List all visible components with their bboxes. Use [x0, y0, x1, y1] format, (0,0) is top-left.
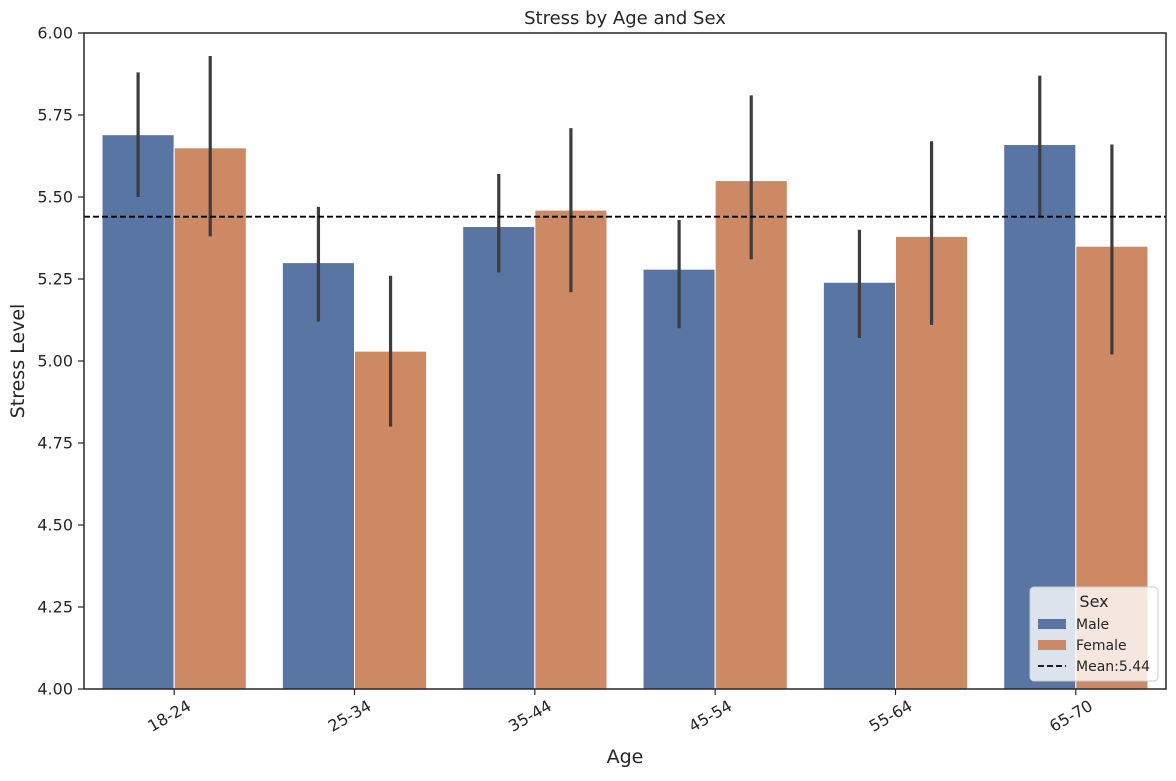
legend-label-female: Female [1076, 638, 1127, 654]
bar-female-18-24 [173, 147, 247, 690]
legend-title: Sex [1079, 592, 1108, 611]
y-tick-label: 5.50 [37, 188, 73, 207]
legend-swatch-male [1038, 619, 1066, 629]
legend-label-male: Male [1076, 617, 1109, 633]
legend-label-mean: Mean:5.44 [1076, 659, 1150, 675]
x-tick-label: 55-64 [866, 696, 916, 736]
x-axis-label: Age [607, 746, 644, 768]
y-tick-label: 4.00 [37, 680, 73, 699]
legend-swatch-female [1038, 640, 1066, 650]
bar-male-45-54 [642, 268, 716, 690]
x-tick-label: 65-70 [1046, 696, 1096, 736]
bar-male-18-24 [101, 134, 175, 690]
y-tick-label: 4.75 [37, 434, 73, 453]
legend: Sex Male Female Mean:5.44 [1029, 586, 1159, 682]
y-tick-label: 5.75 [37, 106, 73, 125]
y-tick-label: 5.25 [37, 270, 73, 289]
y-tick-label: 6.00 [37, 24, 73, 43]
bar-male-25-34 [281, 262, 355, 690]
plot-area: 4.00 4.25 4.50 4.75 5.00 5.25 5.50 5.75 6.00 18-2… [37, 24, 1167, 736]
bar-female-45-54 [714, 180, 788, 690]
legend-box [1029, 586, 1159, 682]
y-tick-label: 4.25 [37, 598, 73, 617]
x-tick-label: 45-54 [685, 696, 735, 736]
y-tick-label: 5.00 [37, 352, 73, 371]
x-tick-label: 18-24 [144, 696, 194, 736]
y-tick-label: 4.50 [37, 516, 73, 535]
x-tick-label: 25-34 [325, 696, 375, 736]
bar-male-55-64 [822, 281, 896, 690]
y-axis-label: Stress Level [7, 304, 29, 419]
x-tick-label: 35-44 [505, 696, 555, 736]
bar-male-35-44 [462, 226, 536, 690]
chart-title: Stress by Age and Sex [524, 8, 726, 29]
